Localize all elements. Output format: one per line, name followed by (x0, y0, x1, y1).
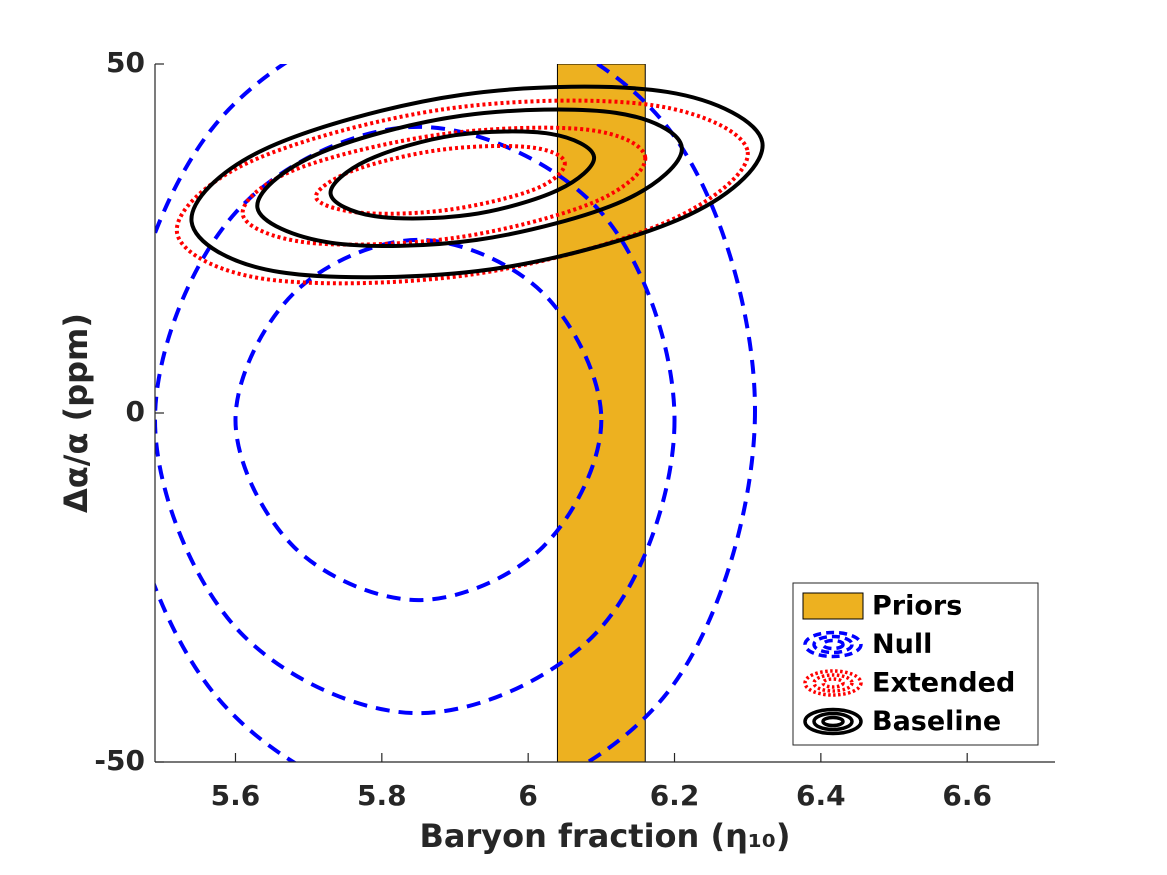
x-tick-label: 6 (518, 779, 537, 812)
contour-line (240, 125, 648, 247)
legend-swatch (812, 634, 854, 655)
y-axis-label: Δα/α (ppm) (57, 313, 95, 513)
legend-swatch (803, 630, 863, 659)
x-tick-label: 6.6 (942, 779, 992, 812)
legend-swatch (803, 707, 863, 736)
contour-line (155, 124, 677, 716)
legend-swatch (812, 711, 854, 732)
legend-label: Baseline (872, 706, 1001, 737)
x-tick-label: 6.2 (650, 779, 700, 812)
x-axis-label: Baryon fraction (η₁₀) (419, 817, 790, 855)
legend-swatch (812, 673, 854, 693)
x-tick-label: 5.6 (211, 779, 261, 812)
y-tick-label: 50 (106, 46, 145, 79)
x-tick-label: 6.4 (796, 779, 846, 812)
x-tick-label: 5.8 (357, 779, 407, 812)
legend-swatch (821, 638, 845, 651)
contour-line (155, 64, 758, 762)
contour-line (233, 237, 604, 603)
contour-line (189, 84, 765, 280)
contour-line (313, 143, 567, 216)
contour-line (174, 98, 750, 286)
contour-line (255, 107, 684, 249)
legend-swatch (803, 669, 863, 697)
y-tick-label: -50 (94, 744, 145, 777)
legend-label: Extended (872, 668, 1015, 699)
legend-label: Null (872, 629, 932, 660)
y-tick-label: 0 (126, 395, 145, 428)
plot-area (155, 64, 765, 762)
legend-label: Priors (872, 591, 962, 622)
contour-line (328, 129, 597, 221)
legend-swatch (802, 592, 864, 620)
legend-swatch (821, 715, 845, 728)
legend-swatch (821, 677, 845, 689)
